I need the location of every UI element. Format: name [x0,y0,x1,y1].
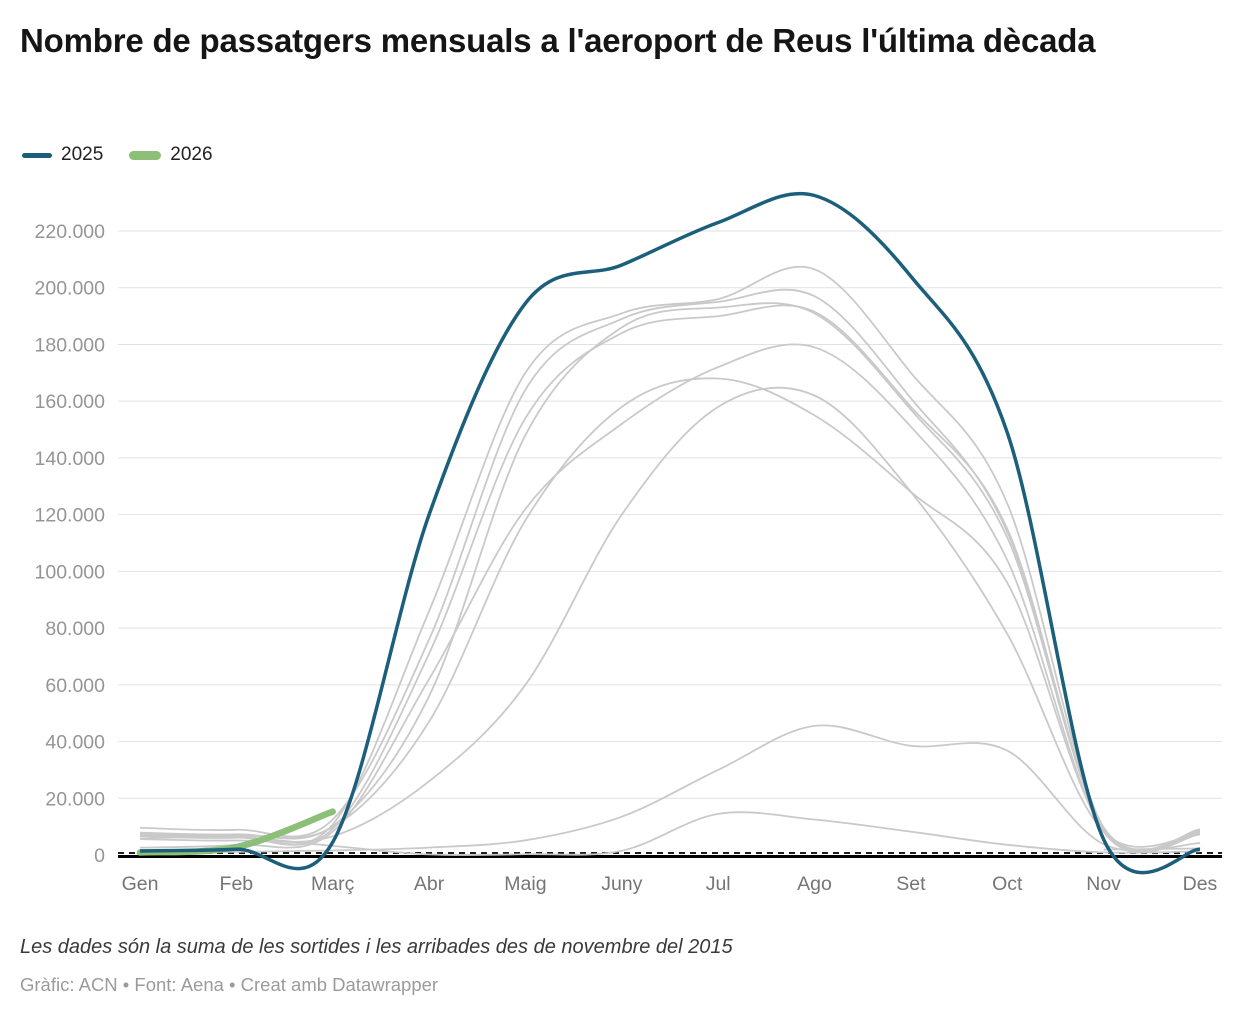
x-tick-label: Abr [414,873,445,895]
legend-label-2026: 2026 [170,144,213,165]
legend-label-2025: 2025 [61,144,104,165]
line-2024[interactable] [139,265,1201,854]
line-2022[interactable] [139,343,1201,854]
legend-swatch-2025 [22,152,52,158]
legend-item-2026: 2026 [129,144,213,166]
line-2021[interactable] [139,724,1201,853]
x-tick-label: Maig [504,873,546,895]
page-title: Nombre de passatgers mensuals a l'aeropo… [20,22,1096,59]
y-tick-label: 160.000 [35,391,106,413]
x-tick-label: Ago [797,873,832,895]
line-2023[interactable] [139,304,1201,853]
line-chart-plot[interactable]: 0 20.000 40.000 60.000 80.000 100.000 120.000 1… [0,175,1240,915]
x-tick-label: Març [311,873,355,895]
x-tick-label: Jul [706,873,731,895]
series-lines [136,191,1201,875]
line-2025[interactable] [139,191,1201,875]
legend-item-2025: 2025 [22,144,103,166]
y-tick-label: 180.000 [35,334,106,356]
x-tick-label: Gen [122,873,159,895]
y-tick-label: 220.000 [35,221,106,243]
line-2015[interactable] [1103,847,1201,851]
chart-credit: Gràfic: ACN • Font: Aena • Creat amb Dat… [20,974,439,995]
y-tick-label: 80.000 [45,618,105,640]
gridlines [118,230,1222,799]
y-tick-label: 40.000 [45,732,105,754]
line-2016[interactable] [139,386,1201,848]
x-tick-label: Feb [220,873,254,895]
x-tick-label: Oct [992,873,1023,895]
y-tick-label: 120.000 [35,505,106,527]
y-tick-label: 20.000 [45,788,105,810]
chart-notes: Les dades són la suma de les sortides i … [20,936,733,958]
x-tick-label: Des [1183,873,1218,895]
y-tick-label: 60.000 [45,675,105,697]
x-tick-label: Set [896,873,926,895]
x-axis-labels: Gen Feb Març Abr Maig Juny Jul Ago Set Oct Nov Des [122,873,1218,895]
x-tick-label: Juny [601,873,642,895]
y-tick-label: 200.000 [35,278,106,300]
legend-swatch-2026 [129,150,162,160]
y-axis-labels: 0 20.000 40.000 60.000 80.000 100.000 120.000 1… [35,221,106,867]
x-tick-label: Nov [1086,873,1121,895]
y-tick-label: 140.000 [35,448,106,470]
line-2020[interactable] [139,811,1201,857]
legend: 2025 2026 [22,144,213,166]
y-tick-label: 0 [94,845,105,867]
y-tick-label: 100.000 [35,561,106,583]
